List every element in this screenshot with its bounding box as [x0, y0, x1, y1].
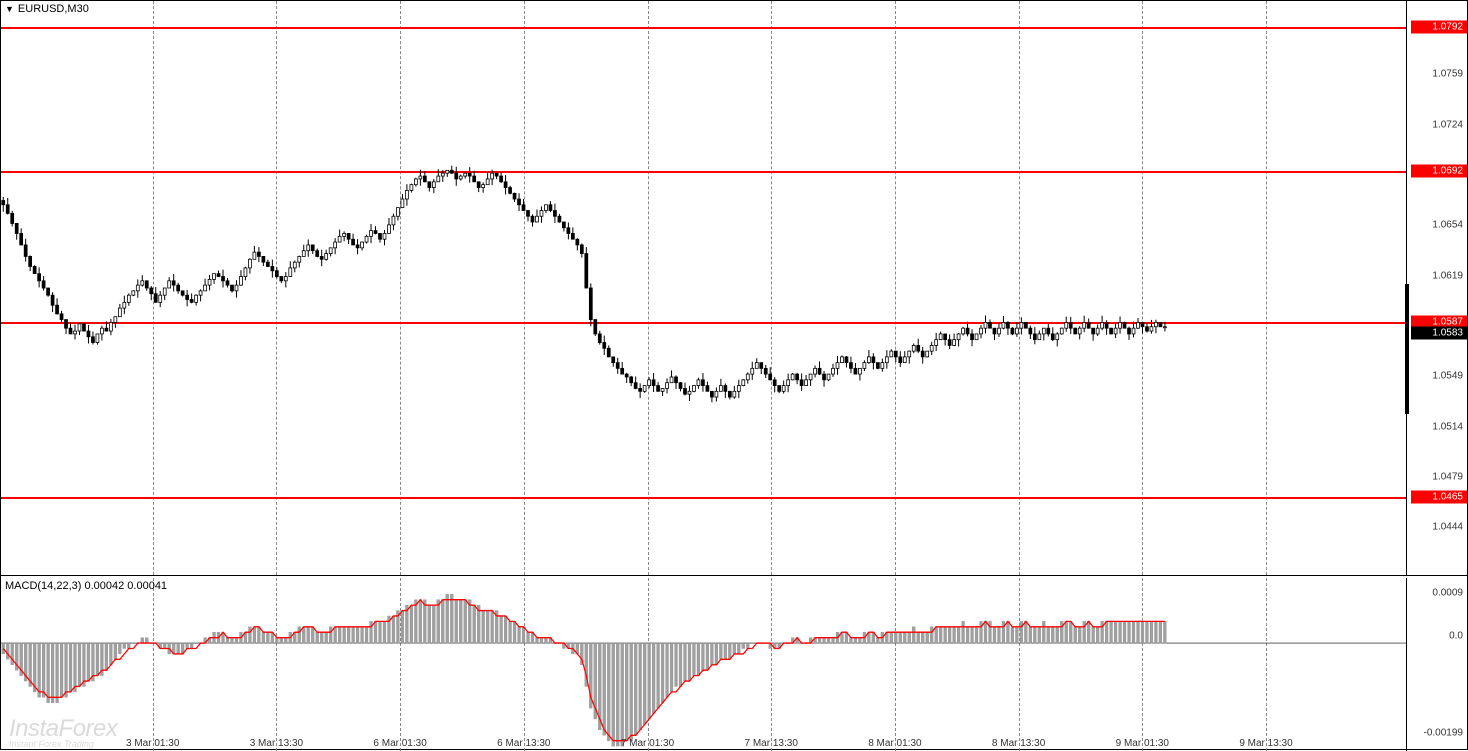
x-tick-label: 3 Mar 01:30	[126, 738, 179, 749]
hline-price-label: 1.0465	[1411, 490, 1467, 503]
x-tick-label: 8 Mar 13:30	[992, 738, 1045, 749]
price-panel[interactable]: ▼ EURUSD,M30 1.07921.07591.07241.06921.0…	[1, 1, 1467, 576]
x-tick-label: 6 Mar 01:30	[373, 738, 426, 749]
macd-y-axis: 0.0009 0.0 -0.00199	[1407, 578, 1467, 751]
x-tick-label: 9 Mar 13:30	[1239, 738, 1292, 749]
y-tick-label: 1.0444	[1411, 522, 1463, 533]
y-tick-label: 1.0549	[1411, 371, 1463, 382]
macd-y-tick-label: -0.00199	[1411, 728, 1463, 739]
y-tick-label: 1.0514	[1411, 421, 1463, 432]
chart-container: ▼ EURUSD,M30 1.07921.07591.07241.06921.0…	[0, 0, 1468, 750]
macd-y-tick-label: 0.0	[1411, 631, 1463, 642]
macd-title: MACD(14,22,3) 0.00042 0.00041	[5, 580, 167, 592]
y-tick-label: 1.0724	[1411, 119, 1463, 130]
macd-y-tick-label: 0.0009	[1411, 587, 1463, 598]
dropdown-icon[interactable]: ▼	[5, 4, 14, 14]
hline-price-label: 1.0692	[1411, 164, 1467, 177]
watermark-main: InstaForex	[9, 715, 117, 742]
x-tick-label: 7 Mar 13:30	[745, 738, 798, 749]
x-tick-label: 6 Mar 13:30	[497, 738, 550, 749]
y-tick-label: 1.0479	[1411, 471, 1463, 482]
macd-panel[interactable]: MACD(14,22,3) 0.00042 0.00041 InstaForex…	[1, 578, 1467, 751]
y-tick-label: 1.0759	[1411, 69, 1463, 80]
x-tick-label: 9 Mar 01:30	[1116, 738, 1169, 749]
y-tick-label: 1.0654	[1411, 220, 1463, 231]
x-tick-label: 8 Mar 01:30	[868, 738, 921, 749]
macd-series	[1, 578, 1406, 751]
current-price-indicator	[1405, 284, 1409, 413]
macd-plot-area[interactable]: InstaForex Instant Forex Trading 3 Mar 0…	[1, 578, 1407, 751]
price-plot-area[interactable]	[1, 1, 1407, 575]
hline-price-label: 1.0792	[1411, 20, 1467, 33]
y-tick-label: 1.0619	[1411, 270, 1463, 281]
x-tick-label: 7 Mar 01:30	[621, 738, 674, 749]
x-tick-label: 3 Mar 13:30	[250, 738, 303, 749]
chart-title: EURUSD,M30	[18, 3, 89, 15]
price-y-axis: 1.0792 1.0759 1.0724 1.0692 1.0654 1.0619 1.05…	[1407, 1, 1467, 575]
candlestick-series	[1, 1, 1406, 575]
watermark: InstaForex Instant Forex Trading	[9, 715, 117, 749]
current-price-label: 1.0583	[1411, 327, 1467, 340]
chart-title-bar: ▼ EURUSD,M30	[5, 3, 89, 15]
